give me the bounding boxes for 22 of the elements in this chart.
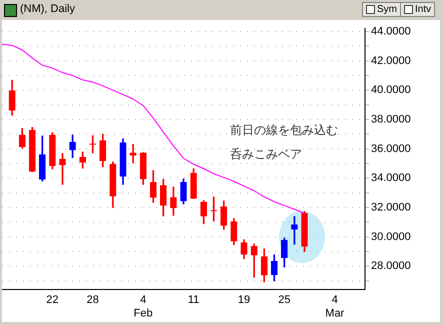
text: Sym xyxy=(362,2,401,17)
y-tick-label: 42.0000 xyxy=(371,54,411,67)
x-tick-label: 4 Feb xyxy=(134,294,153,320)
y-tick-label: 28.0000 xyxy=(371,260,411,272)
y-tick-label: 40.0000 xyxy=(371,84,411,96)
x-tick-label: 28 xyxy=(86,294,99,306)
y-tick-label: 34.0000 xyxy=(371,172,411,184)
y-tick-label: 36.0000 xyxy=(371,142,411,155)
chart-title: (NM), Daily xyxy=(20,3,75,15)
x-tick-label: 19 xyxy=(238,294,250,306)
y-tick-label: 30.0000 xyxy=(371,230,411,243)
x-tick-label: 11 xyxy=(188,294,200,306)
text: Intv xyxy=(400,2,436,17)
x-tick-label: 22 xyxy=(46,294,59,306)
annotation: 呑みこみベア xyxy=(230,146,302,163)
x-tick-label: 25 xyxy=(278,294,290,306)
x-tick-label: 4 Mar xyxy=(325,294,345,320)
candlestick xyxy=(59,153,66,185)
y-tick-label: 44.0000 xyxy=(371,26,411,38)
y-tick-label: 38.0000 xyxy=(371,114,411,126)
annotation: 前日の線を包み込む xyxy=(230,122,338,139)
y-tick-label: 32.0000 xyxy=(371,202,411,214)
